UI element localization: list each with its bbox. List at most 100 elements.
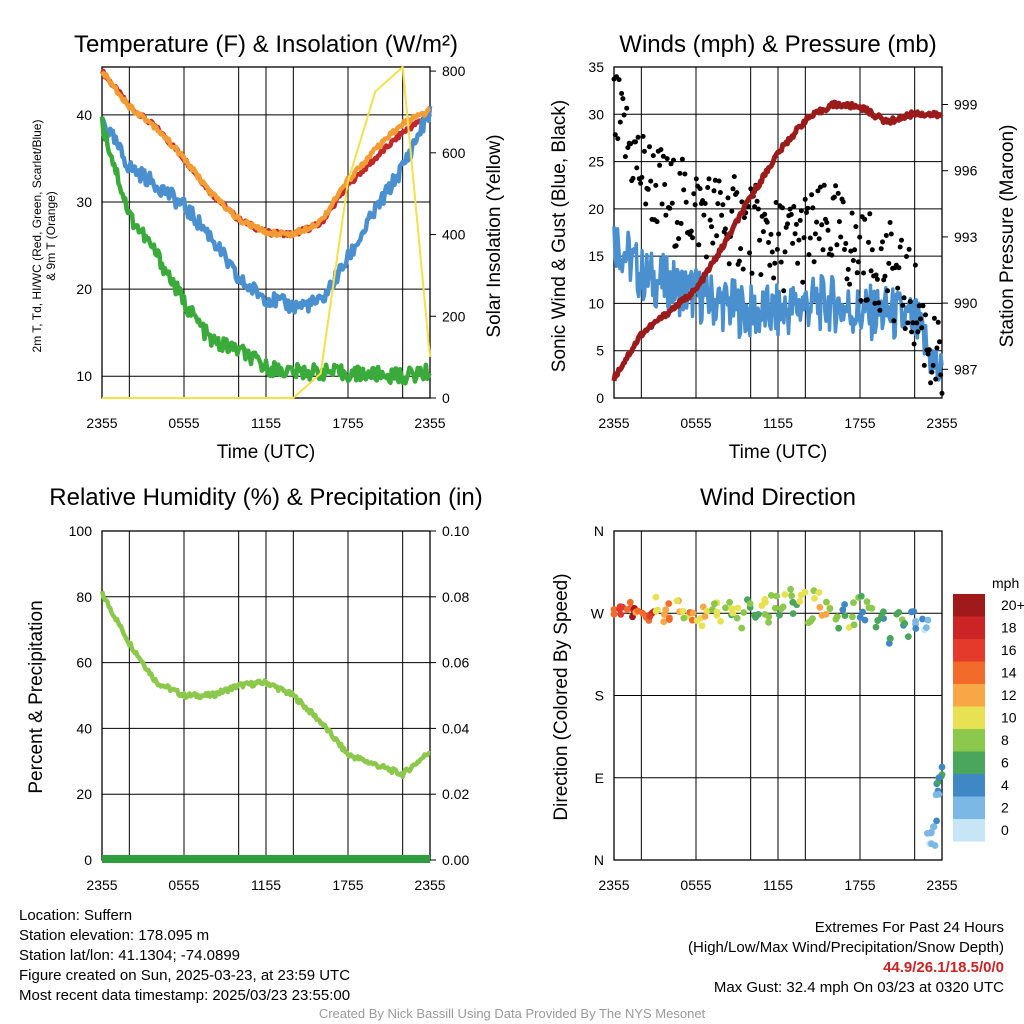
gust-point <box>648 178 654 184</box>
gust-point <box>683 199 689 205</box>
gust-point <box>693 176 699 182</box>
direction-point <box>610 606 618 613</box>
y-left-tick-label: 60 <box>76 655 92 671</box>
plot-frame <box>613 530 943 861</box>
gust-point <box>674 220 680 225</box>
direction-point <box>832 615 840 623</box>
direction-point <box>734 604 742 612</box>
gust-point <box>835 190 841 196</box>
direction-point <box>661 611 668 618</box>
gust-point <box>829 252 835 258</box>
gust-point <box>676 236 682 242</box>
gust-point <box>705 185 711 190</box>
gust-point <box>928 380 934 386</box>
gust-point <box>896 265 902 271</box>
gust-point <box>861 270 866 276</box>
x-tick-label: 2355 <box>414 415 445 431</box>
y-left-tick-label: 80 <box>76 589 92 605</box>
gust-point <box>782 249 788 255</box>
direction-point <box>761 611 769 618</box>
direction-point <box>711 600 718 608</box>
x-tick-label: 1155 <box>251 415 281 431</box>
gust-point <box>800 279 806 285</box>
gust-point <box>844 276 850 282</box>
gust-point <box>720 202 726 208</box>
gust-point <box>849 210 855 216</box>
gust-point <box>711 188 717 194</box>
y-right-tick-label: 0.00 <box>442 852 469 868</box>
y-left-tick-label: 10 <box>588 295 604 311</box>
elevation-text: Station elevation: 178.095 m <box>19 927 210 944</box>
gust-point <box>938 372 944 378</box>
series-line-hi-wc <box>99 105 433 315</box>
gust-point <box>764 219 770 225</box>
direction-point <box>789 610 797 617</box>
legend-label: 18 <box>1001 620 1017 636</box>
gust-point <box>677 170 683 176</box>
gust-point <box>848 248 854 254</box>
y-left-tick-label: 0 <box>84 852 92 868</box>
y-left-tick-label: 20 <box>588 201 604 217</box>
gust-point <box>633 139 638 145</box>
gust-point <box>714 233 720 239</box>
gust-point <box>643 201 649 207</box>
direction-point <box>771 604 779 612</box>
gust-point <box>738 246 744 252</box>
y-right-tick-label: 999 <box>954 97 978 113</box>
gust-point <box>816 236 822 242</box>
gust-point <box>667 205 673 211</box>
direction-point <box>839 606 847 614</box>
gust-point <box>797 217 803 223</box>
direction-point <box>924 830 931 837</box>
series-line-td <box>99 116 432 386</box>
extremes-values: 44.9/26.1/18.5/0/0 <box>883 959 1004 976</box>
gust-point <box>774 246 780 252</box>
direction-point <box>781 591 789 598</box>
gust-point <box>926 347 932 353</box>
y-left-tick-label: N <box>594 852 604 868</box>
gust-point <box>847 281 853 287</box>
gust-point <box>933 376 939 382</box>
gust-point <box>748 186 754 192</box>
gust-point <box>729 208 735 214</box>
gust-point <box>792 231 798 237</box>
gust-point <box>641 148 647 154</box>
direction-point <box>930 823 938 831</box>
direction-point <box>893 610 901 618</box>
gust-point <box>645 186 651 192</box>
direction-point <box>912 625 920 632</box>
x-tick-label: 1155 <box>763 415 793 431</box>
direction-point <box>811 595 818 602</box>
direction-point <box>652 608 660 615</box>
gust-point <box>801 235 807 241</box>
y-right-tick-label: 993 <box>954 229 978 245</box>
gust-point <box>772 260 778 266</box>
x-tick-label: 0555 <box>680 415 711 431</box>
gust-point <box>916 303 922 309</box>
legend-swatch <box>953 639 985 662</box>
x-tick-label: 1155 <box>763 877 793 893</box>
gust-point <box>793 221 799 227</box>
gust-point <box>855 259 861 265</box>
gust-point <box>815 188 821 194</box>
gust-point <box>831 194 837 200</box>
legend-swatch <box>953 729 985 752</box>
gust-point <box>740 266 746 272</box>
direction-point <box>868 604 876 612</box>
gust-point <box>650 153 656 159</box>
gust-point <box>810 205 816 211</box>
gust-point <box>787 206 793 212</box>
max-gust-text: Max Gust: 32.4 mph On 03/23 at 0320 UTC <box>713 979 1004 996</box>
gust-point <box>622 154 628 160</box>
direction-point <box>935 774 943 782</box>
legend-label: 6 <box>1001 755 1009 771</box>
x-tick-label: 1155 <box>251 877 281 893</box>
legend-swatch <box>953 661 985 684</box>
direction-point <box>787 585 794 593</box>
gust-point <box>773 200 779 205</box>
direction-point <box>680 614 688 622</box>
y-right-tick-label: 0.04 <box>442 720 469 736</box>
x-tick-label: 1755 <box>844 415 875 431</box>
gust-point <box>707 217 713 223</box>
latlon-text: Station lat/lon: 41.1304; -74.0899 <box>19 947 241 964</box>
